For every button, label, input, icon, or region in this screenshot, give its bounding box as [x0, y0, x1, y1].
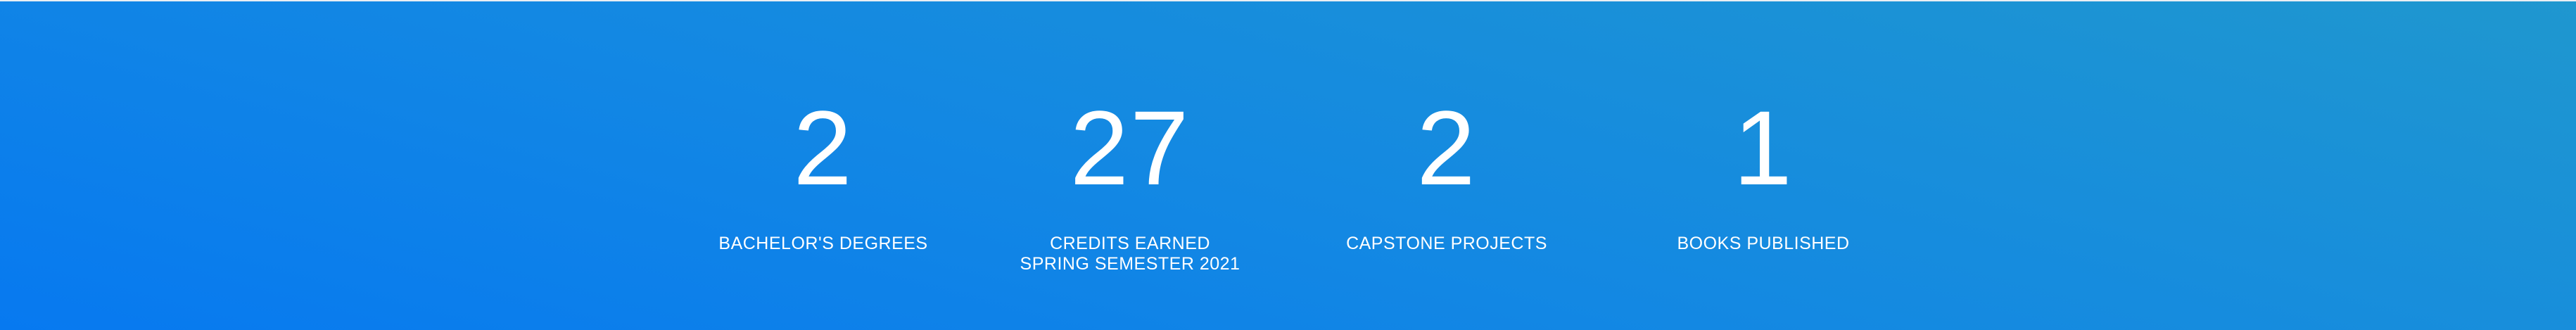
stat-bachelors-degrees: 2 BACHELOR'S DEGREES [704, 91, 943, 254]
stat-label: CREDITS EARNED SPRING SEMESTER 2021 [1020, 234, 1241, 274]
stat-value: 2 [793, 89, 854, 207]
stat-value: 27 [1070, 89, 1191, 207]
stat-books-published: 1 BOOKS PUBLISHED [1644, 91, 1883, 254]
stat-credits-earned: 27 CREDITS EARNED SPRING SEMESTER 2021 [1010, 91, 1250, 274]
stat-capstone-projects: 2 CAPSTONE PROJECTS [1327, 91, 1566, 254]
stat-value: 1 [1733, 89, 1794, 207]
stat-label: BACHELOR'S DEGREES [718, 234, 928, 253]
stat-label: BOOKS PUBLISHED [1677, 234, 1850, 253]
stat-label: CAPSTONE PROJECTS [1346, 234, 1547, 253]
stats-row: 2 BACHELOR'S DEGREES 27 CREDITS EARNED S… [0, 91, 2576, 303]
stat-value: 2 [1416, 89, 1477, 207]
